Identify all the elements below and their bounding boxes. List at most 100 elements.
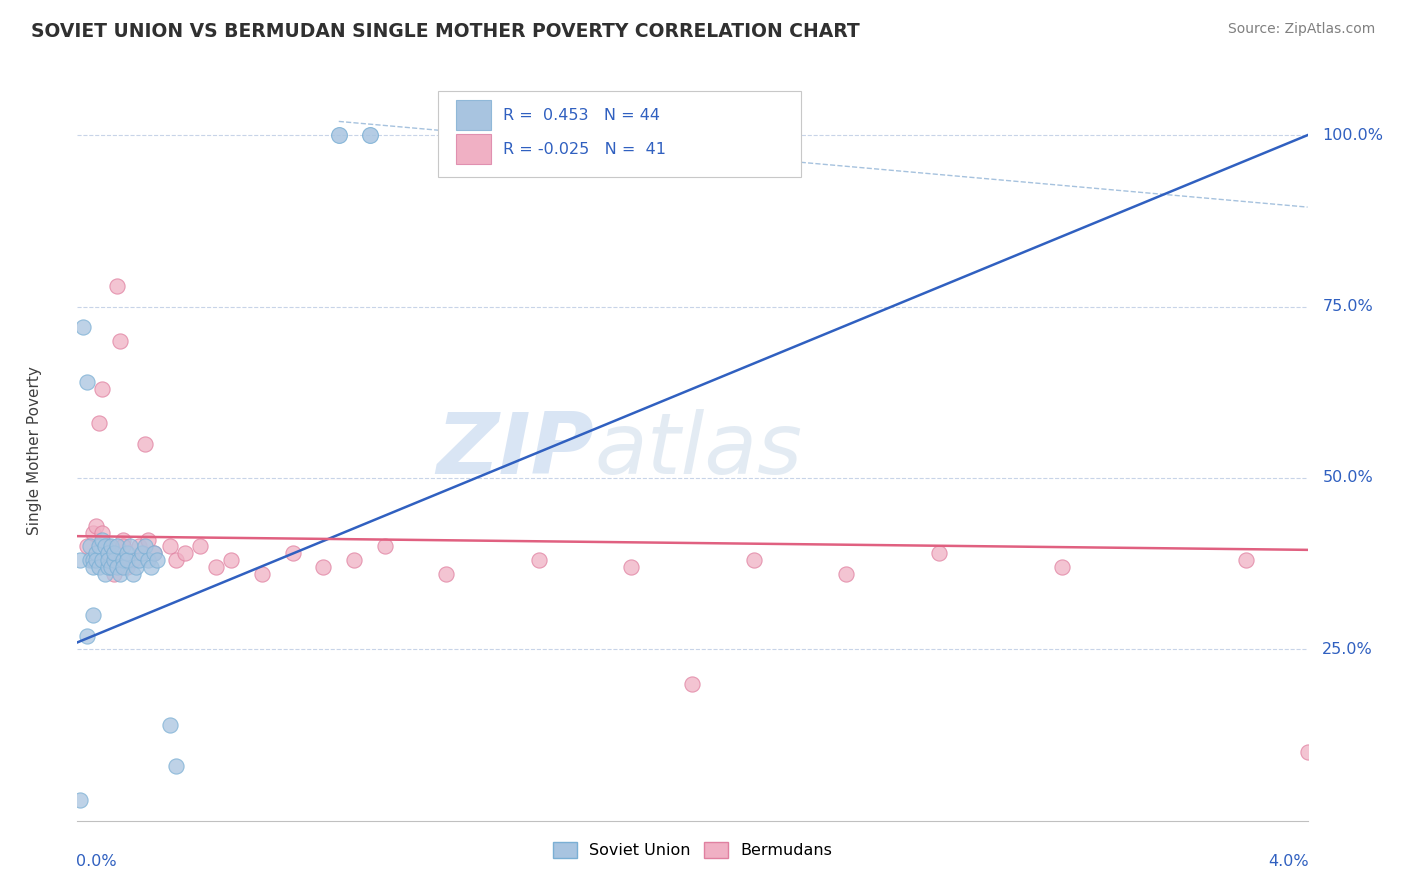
- Point: [103, 566, 125, 581]
- Point: [204, 560, 226, 574]
- Point: [125, 560, 148, 574]
- Point: [82, 553, 104, 567]
- Point: [374, 540, 396, 554]
- Point: [90, 382, 114, 396]
- Point: [97, 553, 120, 567]
- Point: [128, 540, 150, 554]
- Point: [105, 540, 128, 554]
- Point: [103, 546, 125, 560]
- Point: [115, 546, 138, 560]
- Point: [742, 553, 765, 567]
- Point: [219, 553, 242, 567]
- Point: [69, 793, 91, 807]
- Point: [118, 540, 141, 554]
- Text: atlas: atlas: [595, 409, 801, 492]
- Point: [97, 560, 120, 574]
- Point: [87, 560, 110, 574]
- Point: [84, 519, 107, 533]
- Point: [72, 320, 94, 334]
- Point: [76, 628, 98, 642]
- Point: [103, 553, 125, 567]
- Point: [87, 540, 110, 554]
- Bar: [457, 135, 491, 164]
- Point: [121, 566, 143, 581]
- Point: [134, 436, 156, 450]
- Point: [131, 546, 153, 560]
- Legend: Soviet Union, Bermudans: Soviet Union, Bermudans: [547, 835, 838, 864]
- Text: ZIP: ZIP: [436, 409, 595, 492]
- Text: 0.0%: 0.0%: [76, 854, 117, 869]
- Point: [146, 553, 169, 567]
- Point: [165, 759, 187, 773]
- Text: SOVIET UNION VS BERMUDAN SINGLE MOTHER POVERTY CORRELATION CHART: SOVIET UNION VS BERMUDAN SINGLE MOTHER P…: [31, 22, 859, 41]
- Point: [112, 553, 135, 567]
- Point: [84, 553, 107, 567]
- Point: [312, 560, 335, 574]
- Point: [136, 553, 159, 567]
- Text: 25.0%: 25.0%: [1323, 641, 1374, 657]
- Text: Source: ZipAtlas.com: Source: ZipAtlas.com: [1227, 22, 1375, 37]
- Point: [100, 540, 122, 554]
- Text: 100.0%: 100.0%: [1323, 128, 1384, 143]
- Point: [115, 553, 138, 567]
- FancyBboxPatch shape: [437, 91, 801, 177]
- Point: [143, 546, 166, 560]
- Text: R =  0.453   N = 44: R = 0.453 N = 44: [503, 108, 659, 122]
- Point: [620, 560, 643, 574]
- Point: [90, 553, 114, 567]
- Point: [1234, 553, 1257, 567]
- Point: [174, 546, 197, 560]
- Text: 4.0%: 4.0%: [1268, 854, 1309, 869]
- Point: [105, 279, 128, 293]
- Point: [97, 540, 120, 554]
- Point: [87, 416, 110, 430]
- Point: [97, 546, 120, 560]
- Point: [115, 560, 138, 574]
- Point: [112, 540, 135, 554]
- Point: [527, 553, 550, 567]
- Point: [359, 128, 381, 142]
- Point: [112, 533, 135, 547]
- Text: Single Mother Poverty: Single Mother Poverty: [27, 366, 42, 535]
- Point: [928, 546, 950, 560]
- Point: [84, 546, 107, 560]
- Text: 50.0%: 50.0%: [1323, 470, 1374, 485]
- Point: [328, 128, 350, 142]
- Point: [159, 717, 181, 731]
- Point: [141, 560, 163, 574]
- Point: [136, 533, 159, 547]
- Point: [103, 553, 125, 567]
- Point: [110, 334, 132, 348]
- Point: [159, 540, 181, 554]
- Point: [128, 553, 150, 567]
- Point: [281, 546, 304, 560]
- Point: [1050, 560, 1073, 574]
- Point: [165, 553, 187, 567]
- Point: [94, 566, 117, 581]
- Point: [90, 525, 114, 540]
- Bar: [457, 100, 491, 130]
- Point: [682, 676, 704, 690]
- Point: [436, 566, 458, 581]
- Point: [82, 525, 104, 540]
- Point: [121, 553, 143, 567]
- Point: [79, 540, 101, 554]
- Point: [105, 560, 128, 574]
- Point: [112, 560, 135, 574]
- Point: [69, 553, 91, 567]
- Point: [82, 607, 104, 622]
- Point: [76, 540, 98, 554]
- Point: [343, 553, 366, 567]
- Point: [143, 546, 166, 560]
- Point: [1296, 745, 1319, 759]
- Point: [110, 566, 132, 581]
- Text: R = -0.025   N =  41: R = -0.025 N = 41: [503, 142, 666, 157]
- Point: [94, 540, 117, 554]
- Point: [835, 566, 858, 581]
- Point: [76, 375, 98, 389]
- Point: [79, 553, 101, 567]
- Point: [82, 560, 104, 574]
- Text: 75.0%: 75.0%: [1323, 299, 1374, 314]
- Point: [90, 533, 114, 547]
- Point: [100, 560, 122, 574]
